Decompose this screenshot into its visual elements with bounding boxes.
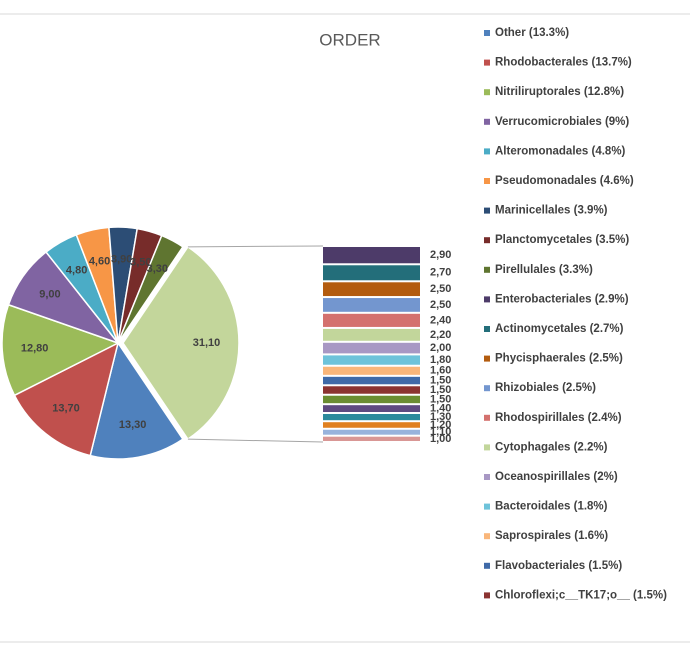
legend-label: Chloroflexi;c__TK17;o__ (1.5%): [495, 589, 667, 601]
pie-value-label: 13,30: [119, 419, 147, 431]
pie-value-label: 4,80: [66, 264, 87, 276]
connector-line: [187, 438, 324, 443]
legend-label: Other (13.3%): [495, 27, 569, 39]
legend-swatch: [484, 266, 490, 273]
bar-value-label: 1,50: [430, 384, 451, 396]
legend-swatch: [484, 562, 490, 569]
bar-segment: [323, 313, 420, 327]
bar-value-label: 2,00: [430, 342, 451, 354]
legend-swatch: [484, 178, 490, 184]
legend-swatch: [484, 237, 490, 244]
bar-value-label: 1,50: [430, 374, 451, 386]
bar-segment: [323, 298, 420, 312]
legend-swatch: [484, 385, 490, 392]
legend-swatch: [484, 503, 490, 510]
bar-segment: [323, 265, 420, 281]
pie-slice: [117, 234, 184, 344]
bar-value-label: 1,40: [430, 403, 451, 415]
legend-label: Rhizobiales (2.5%): [495, 382, 596, 394]
pie-value-label: 3,50: [130, 257, 151, 269]
bar-value-label: 2,50: [430, 283, 451, 295]
legend-swatch: [484, 474, 490, 480]
bar-segment: [323, 414, 420, 421]
bar-value-label: 2,90: [430, 249, 451, 261]
pie-value-label: 13,70: [52, 402, 80, 414]
pie-slice: [1, 303, 120, 397]
legend-swatch: [484, 592, 490, 599]
legend-label: Pirellulales (3.3%): [495, 264, 593, 276]
bar-segment: [323, 386, 420, 394]
legend-label: Marinicellales (3.9%): [495, 205, 608, 217]
pie-value-label: 4,60: [89, 255, 110, 267]
legend-label: Oceanospirillales (2%): [495, 471, 618, 483]
bar-segment: [323, 366, 420, 375]
legend-label: Pseudomonadales (4.6%): [495, 175, 634, 187]
legend-swatch: [484, 533, 490, 540]
bar-segment: [323, 342, 420, 354]
bar-value-label: 2,70: [430, 267, 451, 279]
pie-slice: [122, 245, 240, 441]
bar-segment: [323, 328, 420, 341]
legend-swatch: [484, 296, 490, 303]
bar-value-label: 2,40: [430, 314, 451, 326]
legend-label: Actinomycetales (2.7%): [495, 323, 624, 335]
bar-value-label: 1,00: [430, 433, 451, 445]
legend-swatch: [484, 59, 490, 66]
pie-slice: [89, 341, 184, 460]
legend-swatch: [484, 30, 490, 36]
pie-value-label: 12,80: [21, 342, 49, 354]
legend-label: Phycisphaerales (2.5%): [495, 353, 623, 365]
legend-label: Planctomycetales (3.5%): [495, 234, 629, 246]
legend-label: Saprospirales (1.6%): [495, 530, 608, 542]
bar-value-label: 1,20: [430, 419, 451, 431]
legend-swatch: [484, 89, 490, 96]
bar-segment: [323, 355, 420, 365]
legend-swatch: [484, 355, 490, 362]
legend-label: Bacteroidales (1.8%): [495, 501, 608, 513]
bar-segment: [323, 247, 420, 264]
legend-swatch: [484, 207, 490, 214]
legend-label: Rhodospirillales (2.4%): [495, 412, 622, 424]
bar-value-label: 2,20: [430, 329, 451, 341]
bar-value-label: 1,50: [430, 393, 451, 405]
bar-value-label: 1,10: [430, 426, 451, 438]
pie-slice: [13, 341, 120, 457]
connector-line: [187, 245, 324, 248]
legend-swatch: [484, 444, 490, 451]
chart-title: ORDER: [319, 30, 380, 49]
legend-label: Alteromonadales (4.8%): [495, 145, 626, 157]
bar-segment: [323, 395, 420, 404]
bar-segment: [323, 405, 420, 413]
pie-value-label: 31,10: [193, 337, 221, 349]
legend-label: Verrucomicrobiales (9%): [495, 116, 629, 128]
bar-value-label: 2,50: [430, 299, 451, 311]
bar-segment: [323, 282, 420, 297]
bar-value-label: 1,30: [430, 411, 451, 423]
legend-label: Nitriliruptorales (12.8%): [495, 86, 624, 98]
legend-swatch: [484, 326, 490, 332]
legend-label: Cytophagales (2.2%): [495, 441, 608, 453]
legend-label: Enterobacteriales (2.9%): [495, 293, 629, 305]
legend-swatch: [484, 118, 490, 125]
pie-value-label: 3,30: [147, 263, 168, 275]
pie-value-label: 9,00: [39, 288, 60, 300]
bar-segment: [323, 429, 420, 435]
bar-segment: [323, 422, 420, 428]
legend-swatch: [484, 148, 490, 155]
bar-segment: [323, 376, 420, 385]
bar-value-label: 1,80: [430, 354, 451, 366]
legend-label: Flavobacteriales (1.5%): [495, 560, 622, 572]
legend-swatch: [484, 414, 490, 421]
bar-segment: [323, 436, 420, 441]
legend-label: Rhodobacterales (13.7%): [495, 57, 632, 69]
pie-value-label: 3,90: [111, 253, 132, 265]
bar-value-label: 1,60: [430, 365, 451, 377]
